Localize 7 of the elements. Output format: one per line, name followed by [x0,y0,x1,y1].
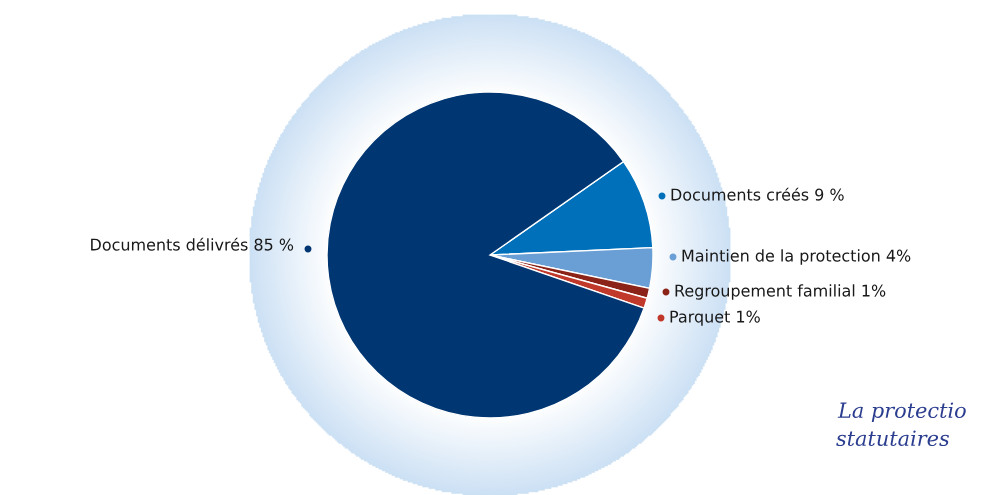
legend-label: Regroupement familial 1% [675,284,886,300]
text: statutaires [836,430,949,447]
legend-label: Parquet 1% [670,310,760,326]
legend-label: Documents créés 9 % [671,187,844,201]
text: La protectio [837,402,966,423]
slice-label: Documents délivrés 85 % [91,237,294,251]
legend-label: Maintien de la protection 4% [682,249,911,265]
